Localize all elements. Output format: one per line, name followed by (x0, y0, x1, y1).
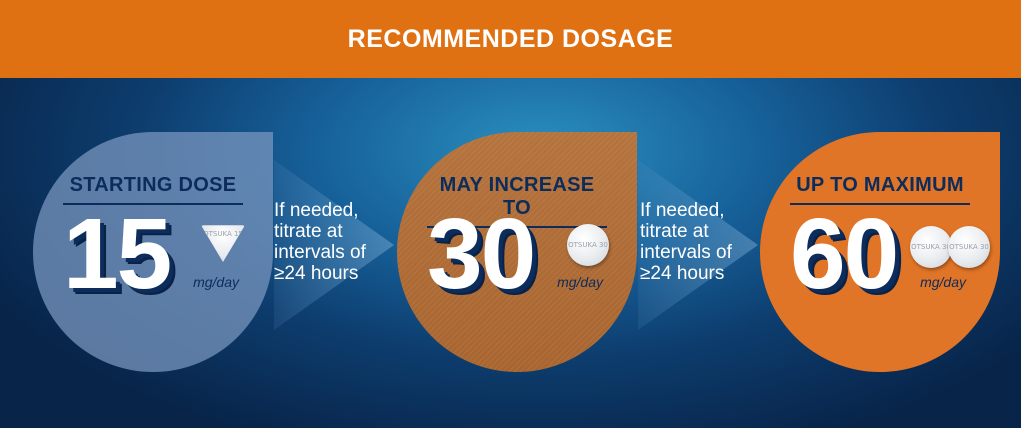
dose-unit: mg/day (557, 274, 603, 290)
page-title: RECOMMENDED DOSAGE (347, 24, 674, 53)
step-may-increase: MAY INCREASE TO 30 OTSUKA 30 mg/day (397, 132, 637, 372)
note-line: If needed, (640, 200, 725, 221)
pill-imprint: OTSUKA 30 (911, 243, 951, 251)
step-label: MAY INCREASE TO (427, 174, 607, 228)
pill-imprint: OTSUKA 30 (949, 243, 989, 251)
pill-icon: OTSUKA 30 (910, 226, 952, 268)
note-line: titrate at (274, 221, 343, 242)
tablet-icon: OTSUKA 15 (201, 225, 245, 262)
pill-icon: OTSUKA 30 (948, 226, 990, 268)
note-line: If needed, (274, 200, 359, 221)
header-bar: RECOMMENDED DOSAGE (0, 0, 1021, 78)
dose-unit: mg/day (193, 274, 239, 290)
note-line: ≥24 hours (640, 263, 725, 284)
step-label: UP TO MAXIMUM (790, 174, 970, 205)
step-maximum: UP TO MAXIMUM 60 OTSUKA 30 OTSUKA 30 mg/… (760, 132, 1000, 372)
pill-icon: OTSUKA 30 (567, 224, 609, 266)
dose-value: 15 (63, 198, 172, 310)
titration-note-1: If needed, titrate at intervals of ≥24 h… (274, 200, 384, 284)
dose-value: 60 (790, 198, 899, 310)
pill-imprint: OTSUKA 30 (568, 241, 608, 249)
note-line: intervals of (640, 242, 732, 263)
step-starting-dose: STARTING DOSE 15 OTSUKA 15 mg/day (33, 132, 273, 372)
dose-unit: mg/day (920, 274, 966, 290)
note-line: ≥24 hours (274, 263, 359, 284)
step-label: STARTING DOSE (63, 174, 243, 205)
titration-note-2: If needed, titrate at intervals of ≥24 h… (640, 200, 750, 284)
note-line: intervals of (274, 242, 366, 263)
pill-imprint: OTSUKA 15 (203, 230, 243, 238)
note-line: titrate at (640, 221, 709, 242)
dose-value: 30 (427, 198, 536, 310)
